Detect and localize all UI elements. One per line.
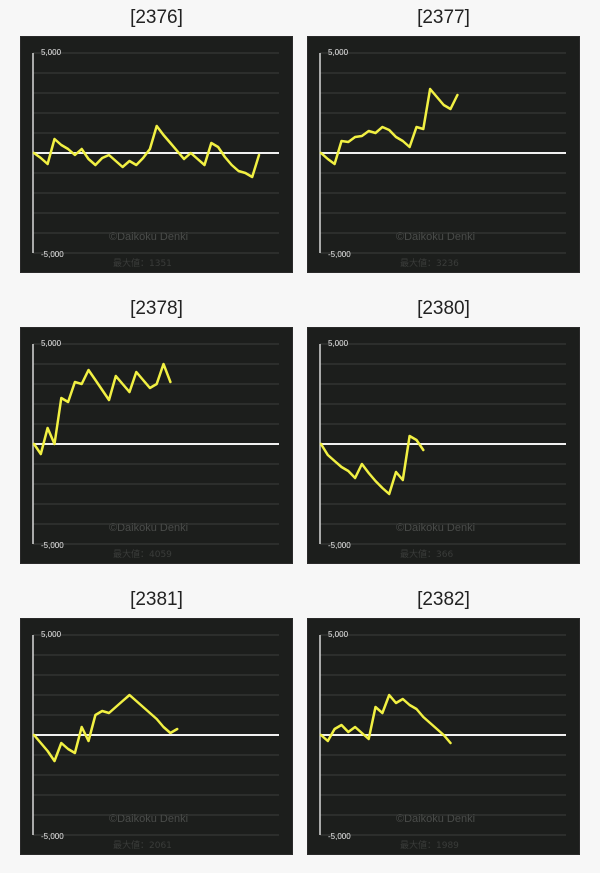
series-line bbox=[319, 87, 459, 166]
chart-title: [2380] bbox=[417, 298, 470, 319]
max-value-label: 最大値：3236 bbox=[400, 257, 459, 269]
y-tick-label-bottom: -5,000 bbox=[328, 832, 351, 841]
series-line bbox=[32, 124, 261, 179]
series-line bbox=[319, 693, 452, 745]
y-tick-label-top: 5,000 bbox=[328, 48, 349, 57]
y-tick-label-top: 5,000 bbox=[41, 339, 62, 348]
watermark: ©Daikoku Denki bbox=[396, 522, 475, 534]
chart-cell: [2380] 5,000 -5,000 ©Daikoku Denki 最大値：366 bbox=[307, 291, 580, 564]
y-tick-label-bottom: -5,000 bbox=[41, 832, 64, 841]
line-chart: 5,000 -5,000 ©Daikoku Denki 最大値：1351 bbox=[32, 48, 279, 269]
y-tick-label-top: 5,000 bbox=[328, 630, 349, 639]
line-chart: 5,000 -5,000 ©Daikoku Denki 最大値：2061 bbox=[32, 630, 279, 851]
chart-panel: 5,000 -5,000 ©Daikoku Denki 最大値：366 bbox=[307, 327, 580, 564]
watermark: ©Daikoku Denki bbox=[109, 231, 188, 243]
line-chart: 5,000 -5,000 ©Daikoku Denki 最大値：4059 bbox=[32, 339, 279, 560]
max-value-label: 最大値：366 bbox=[400, 548, 453, 560]
chart-cell: [2376] 5,000 -5,000 ©Daikoku Denki 最大値：1351 bbox=[20, 0, 293, 273]
chart-panel: 5,000 -5,000 ©Daikoku Denki 最大値：1351 bbox=[20, 36, 293, 273]
max-value-label: 最大値：1351 bbox=[113, 257, 172, 269]
watermark: ©Daikoku Denki bbox=[109, 813, 188, 825]
line-chart: 5,000 -5,000 ©Daikoku Denki 最大値：1989 bbox=[319, 630, 566, 851]
y-tick-label-top: 5,000 bbox=[41, 48, 62, 57]
max-value-label: 最大値：1989 bbox=[400, 839, 459, 851]
chart-panel: 5,000 -5,000 ©Daikoku Denki 最大値：3236 bbox=[307, 36, 580, 273]
chart-panel: 5,000 -5,000 ©Daikoku Denki 最大値：1989 bbox=[307, 618, 580, 855]
chart-cell: [2381] 5,000 -5,000 ©Daikoku Denki 最大値：2061 bbox=[20, 582, 293, 855]
chart-title: [2376] bbox=[130, 7, 183, 28]
series-line bbox=[32, 362, 172, 456]
y-tick-label-top: 5,000 bbox=[328, 339, 349, 348]
y-tick-label-bottom: -5,000 bbox=[328, 250, 351, 259]
y-tick-label-top: 5,000 bbox=[41, 630, 62, 639]
chart-cell: [2382] 5,000 -5,000 ©Daikoku Denki 最大値：1989 bbox=[307, 582, 580, 855]
chart-cell: [2378] 5,000 -5,000 ©Daikoku Denki 最大値：4059 bbox=[20, 291, 293, 564]
chart-cell: [2377] 5,000 -5,000 ©Daikoku Denki 最大値：3236 bbox=[307, 0, 580, 273]
watermark: ©Daikoku Denki bbox=[396, 813, 475, 825]
chart-title: [2381] bbox=[130, 589, 183, 610]
chart-title: [2382] bbox=[417, 589, 470, 610]
max-value-label: 最大値：2061 bbox=[113, 839, 172, 851]
chart-panel: 5,000 -5,000 ©Daikoku Denki 最大値：4059 bbox=[20, 327, 293, 564]
line-chart: 5,000 -5,000 ©Daikoku Denki 最大値：3236 bbox=[319, 48, 566, 269]
y-tick-label-bottom: -5,000 bbox=[328, 541, 351, 550]
chart-title: [2377] bbox=[417, 7, 470, 28]
chart-title: [2378] bbox=[130, 298, 183, 319]
max-value-label: 最大値：4059 bbox=[113, 548, 172, 560]
series-line bbox=[319, 434, 425, 496]
line-chart: 5,000 -5,000 ©Daikoku Denki 最大値：366 bbox=[319, 339, 566, 560]
y-tick-label-bottom: -5,000 bbox=[41, 541, 64, 550]
watermark: ©Daikoku Denki bbox=[396, 231, 475, 243]
y-tick-label-bottom: -5,000 bbox=[41, 250, 64, 259]
chart-panel: 5,000 -5,000 ©Daikoku Denki 最大値：2061 bbox=[20, 618, 293, 855]
series-line bbox=[32, 693, 179, 763]
watermark: ©Daikoku Denki bbox=[109, 522, 188, 534]
